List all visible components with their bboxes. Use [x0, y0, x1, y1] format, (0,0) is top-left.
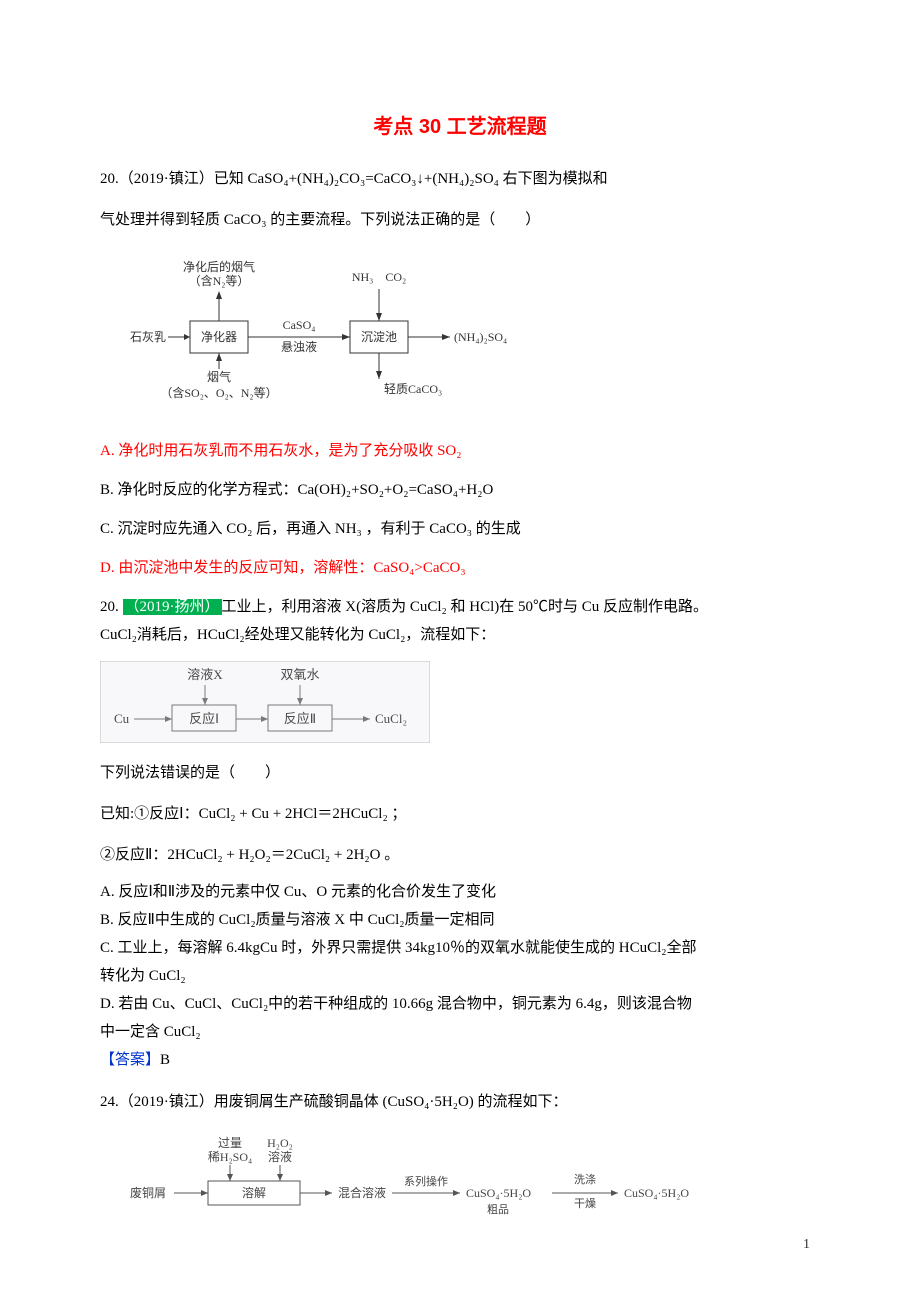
d3-mid: 混合溶液 [338, 1185, 386, 1200]
opt20a-D-pre: D. 由沉淀池中发生的反应可知，溶解性： [100, 560, 373, 576]
q20b-line3a: ②反应Ⅱ： [100, 847, 167, 863]
diagram-3: 过量 稀H₂SO₄ H₂O₂ 溶液 废铜屑 溶解 混合溶液 系列操作 CuSO₄ [120, 1133, 820, 1223]
opt20a-D: D. 由沉淀池中发生的反应可知，溶解性：CaSO₄>CaCO₃ [100, 552, 820, 585]
opt20a-C-f2: NH₃ [335, 521, 362, 537]
q20a-stem-c: 气处理并得到轻质 [100, 212, 224, 228]
d1-right: (NH₄)₂SO₄ [454, 330, 507, 344]
d1-out2: 轻质CaCO₃ [384, 382, 442, 396]
d1-b1: 烟气 [207, 369, 231, 384]
d2-box2: 反应Ⅱ [284, 711, 316, 726]
q20a-stem-line2: 气处理并得到轻质 CaCO₃ 的主要流程。下列说法正确的是（ ） [100, 204, 820, 237]
opt20b-C2: 转化为 CuCl₂ [100, 964, 820, 988]
opt20a-C-f3: CaCO₃ [429, 521, 472, 537]
d2-top1: 溶液X [187, 667, 223, 682]
d3-left: 废铜屑 [130, 1185, 166, 1200]
q24-eq: (CuSO₄·5H₂O) [383, 1094, 474, 1110]
opt20b-B: B. 反应Ⅱ中生成的 CuCl₂质量与溶液 X 中 CuCl₂质量一定相同 [100, 908, 820, 932]
d2-box1: 反应Ⅰ [189, 711, 219, 726]
d1-box1: 净化器 [201, 330, 237, 344]
opt20a-C-b: 后，再通入 [252, 521, 335, 537]
opt20b-D2: 中一定含 CuCl₂ [100, 1020, 820, 1044]
q20a-stem-line1: 20.（2019·镇江）已知 CaSO₄+(NH₄)₂CO₃=CaCO₃↓+(N… [100, 163, 820, 196]
d3-op2a: 洗涤 [574, 1172, 596, 1186]
opt20b-D1: D. 若由 Cu、CuCl、CuCl₂中的若干种组成的 10.66g 混合物中，… [100, 992, 820, 1016]
d2-left: Cu [114, 711, 130, 726]
d2-right: CuCl₂ [375, 711, 407, 726]
d1-left: 石灰乳 [130, 330, 166, 344]
opt20a-A: A. 净化时用石灰乳而不用石灰水，是为了充分吸收 SO₂ [100, 435, 820, 468]
d3-op2b: 干燥 [574, 1197, 596, 1210]
opt20a-C-c: ，有利于 [362, 521, 430, 537]
opt20a-B-f: Ca(OH)₂+SO₂+O₂=CaSO₄+H₂O [298, 482, 494, 498]
d3-p1a: CuSO₄·5H₂O [466, 1186, 531, 1200]
q20b-eq1: CuCl₂ + Cu + 2HCl＝2HCuCl₂ [199, 806, 388, 822]
q20a-eq1: CaSO₄+(NH₄)₂CO₃=CaCO₃↓+(NH₄)₂SO₄ [248, 171, 499, 187]
q20b-stem-line1: 20. （2019·扬州）工业上，利用溶液 X(溶质为 CuCl₂ 和 HCl)… [100, 595, 820, 619]
q20b-stem-line2: CuCl₂消耗后，HCuCl₂经处理又能转化为 CuCl₂，流程如下： [100, 623, 820, 647]
opt20a-B: B. 净化时反应的化学方程式：Ca(OH)₂+SO₂+O₂=CaSO₄+H₂O [100, 474, 820, 507]
q20b-eq2: 2HCuCl₂ + H₂O₂＝2CuCl₂ + 2H₂O [167, 847, 380, 863]
opt20a-A-f: SO₂ [437, 443, 461, 459]
d3-op1: 系列操作 [404, 1174, 448, 1188]
d1-t2: NH₃ CO₂ [352, 270, 406, 284]
q24-stem-b: 的流程如下： [474, 1094, 568, 1110]
d3-p1b: 粗品 [487, 1203, 509, 1216]
opt20a-C: C. 沉淀时应先通入 CO₂ 后，再通入 NH₃ ，有利于 CaCO₃ 的生成 [100, 513, 820, 546]
opt20a-A-pre: A. 净化时用石灰乳而不用石灰水，是为了充分吸收 [100, 443, 437, 459]
q20a-stem-d: 的主要流程。下列说法正确的是（ ） [267, 212, 541, 228]
d3-box1: 溶解 [242, 1185, 266, 1200]
q20b-line2b: ； [388, 806, 407, 822]
q20b-line1: 下列说法错误的是（ ） [100, 757, 820, 790]
q20a-stem-b: 右下图为模拟和 [499, 171, 608, 187]
opt20b-C1: C. 工业上，每溶解 6.4kgCu 时，外界只需提供 34kg10％的双氧水就… [100, 936, 820, 960]
q20b-tag: （2019·扬州） [123, 599, 222, 615]
opt20a-C-d: 的生成 [472, 521, 521, 537]
opt20a-C-a: C. 沉淀时应先通入 [100, 521, 226, 537]
opt20b-A: A. 反应Ⅰ和Ⅱ涉及的元素中仅 Cu、O 元素的化合价发生了变化 [100, 880, 820, 904]
d3-top1b: 稀H₂SO₄ [208, 1150, 252, 1164]
page-number: 1 [803, 1237, 810, 1253]
opt20a-D-f: CaSO₄>CaCO₃ [373, 560, 465, 576]
q20b-known2: ②反应Ⅱ：2HCuCl₂ + H₂O₂＝2CuCl₂ + 2H₂O 。 [100, 839, 820, 872]
q20b-answer: 【答案】B [100, 1048, 820, 1072]
d3-p2: CuSO₄·5H₂O [624, 1186, 689, 1200]
q20b-line2a: 已知:①反应Ⅰ： [100, 806, 199, 822]
q20a-stem-a: 20.（2019·镇江）已知 [100, 171, 248, 187]
q24-stem: 24.（2019·镇江）用废铜屑生产硫酸铜晶体 (CuSO₄·5H₂O) 的流程… [100, 1086, 820, 1119]
page-title: 考点 30 工艺流程题 [100, 110, 820, 139]
q20b-stem1: 工业上，利用溶液 X(溶质为 CuCl₂ 和 HCl)在 50℃时与 Cu 反应… [222, 599, 709, 615]
d3-top1a: 过量 [218, 1136, 242, 1150]
answer-label: 【答案】 [100, 1052, 160, 1068]
d1-mid-t: CaSO₄ [283, 318, 316, 332]
d3-top2a: H₂O₂ [267, 1136, 293, 1150]
answer-value: B [160, 1052, 170, 1068]
q24-stem-a: 24.（2019·镇江）用废铜屑生产硫酸铜晶体 [100, 1094, 383, 1110]
d1-mid-b: 悬浊液 [281, 339, 317, 354]
opt20a-C-f1: CO₂ [226, 521, 252, 537]
d1-box2: 沉淀池 [361, 330, 397, 344]
d2-top2: 双氧水 [280, 667, 319, 682]
d3-top2b: 溶液 [268, 1149, 292, 1164]
q20b-num: 20. [100, 599, 123, 615]
diagram-1: 净化器 沉淀池 石灰乳 净化后的烟气 （含N₂等） 烟气 （含SO₂、O₂、N₂… [120, 251, 820, 421]
diagram-2: 溶液X 双氧水 Cu 反应Ⅰ 反应Ⅱ CuCl₂ [100, 661, 820, 743]
opt20a-B-pre: B. 净化时反应的化学方程式： [100, 482, 298, 498]
d1-t1b: （含N₂等） [189, 273, 250, 288]
d1-b2: （含SO₂、O₂、N₂等） [160, 385, 277, 400]
d1-t1a: 净化后的烟气 [183, 259, 255, 274]
q20a-eq2: CaCO₃ [224, 212, 267, 228]
q20b-known1: 已知:①反应Ⅰ：CuCl₂ + Cu + 2HCl＝2HCuCl₂ ； [100, 798, 820, 831]
q20b-line3b: 。 [380, 847, 399, 863]
